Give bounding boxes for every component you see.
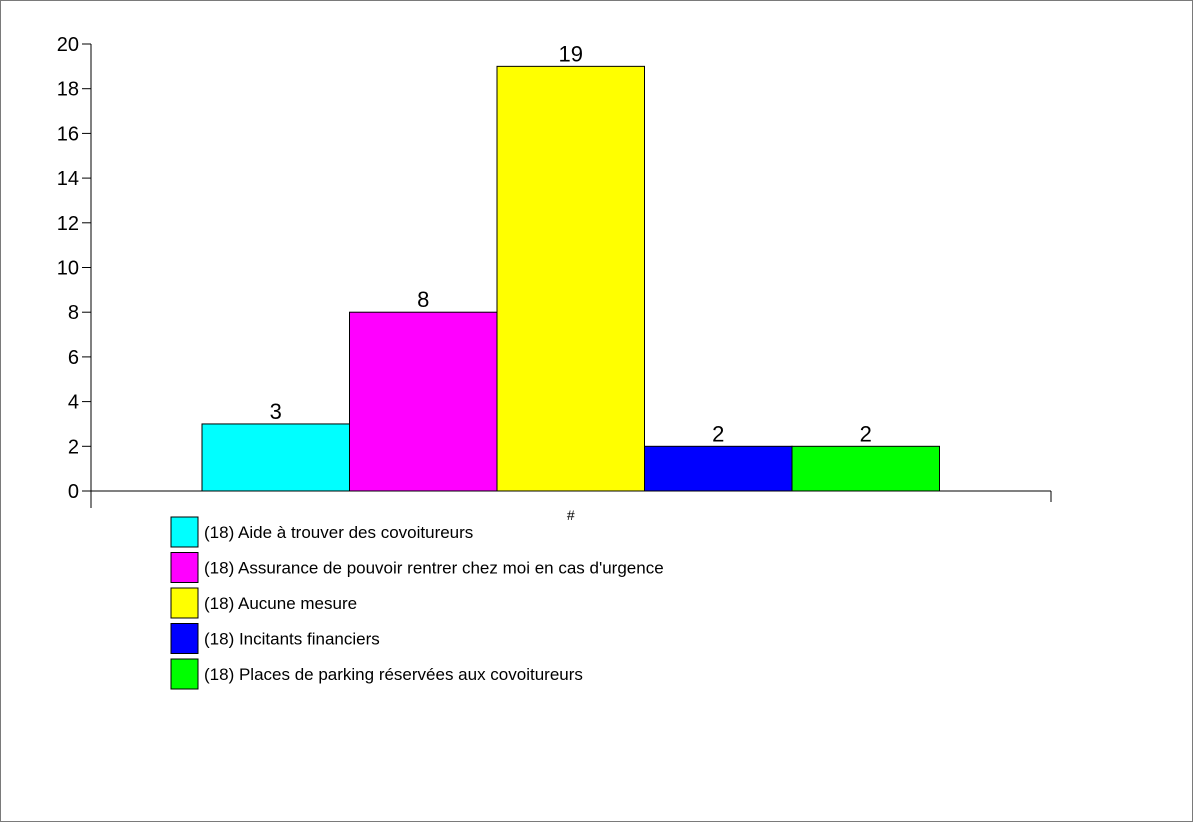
bar [201, 423, 350, 492]
legend-item: (18) Aucune mesure [170, 587, 357, 619]
bar-value-label: 8 [417, 287, 429, 312]
legend-item: (18) Aide à trouver des covoitureurs [170, 516, 473, 548]
legend-item: (18) Assurance de pouvoir rentrer chez m… [170, 552, 664, 583]
x-tick-label: # [567, 507, 575, 523]
legend-swatch [170, 658, 199, 690]
y-tick-label: 14 [57, 168, 79, 190]
bar-value-label: 2 [860, 421, 872, 446]
y-tick-label: 0 [68, 481, 79, 503]
bar [644, 445, 793, 492]
y-tick-label: 20 [57, 34, 79, 56]
bar [496, 65, 645, 492]
bar [349, 311, 498, 492]
y-tick-label: 10 [57, 258, 79, 280]
legend-swatch [170, 587, 199, 619]
y-tick-label: 6 [68, 347, 79, 369]
bars [201, 65, 940, 492]
legend-swatch [170, 552, 199, 583]
bar-value-label: 19 [559, 41, 583, 66]
value-labels: 3 8 19 2 2 [270, 41, 872, 446]
y-tick-label: 2 [68, 436, 79, 458]
legend-swatch [170, 516, 199, 548]
y-tick-label: 4 [68, 392, 79, 414]
legend-item: (18) Incitants financiers [170, 623, 380, 654]
legend: (18) Aide à trouver des covoitureurs (18)… [170, 516, 664, 690]
legend-label: (18) Aide à trouver des covoitureurs [204, 523, 473, 542]
legend-label: (18) Places de parking réservées aux cov… [204, 665, 583, 684]
legend-label: (18) Incitants financiers [204, 630, 380, 649]
bar-value-label: 3 [270, 399, 282, 424]
bar [791, 445, 940, 492]
legend-swatch [170, 623, 199, 654]
legend-item: (18) Places de parking réservées aux cov… [170, 658, 583, 690]
y-tick-label: 12 [57, 213, 79, 235]
y-tick-label: 16 [57, 123, 79, 145]
y-tick-label: 8 [68, 302, 79, 324]
y-tick-label: 18 [57, 79, 79, 101]
bar-value-label: 2 [712, 421, 724, 446]
legend-label: (18) Aucune mesure [204, 594, 357, 613]
legend-label: (18) Assurance de pouvoir rentrer chez m… [204, 559, 664, 578]
